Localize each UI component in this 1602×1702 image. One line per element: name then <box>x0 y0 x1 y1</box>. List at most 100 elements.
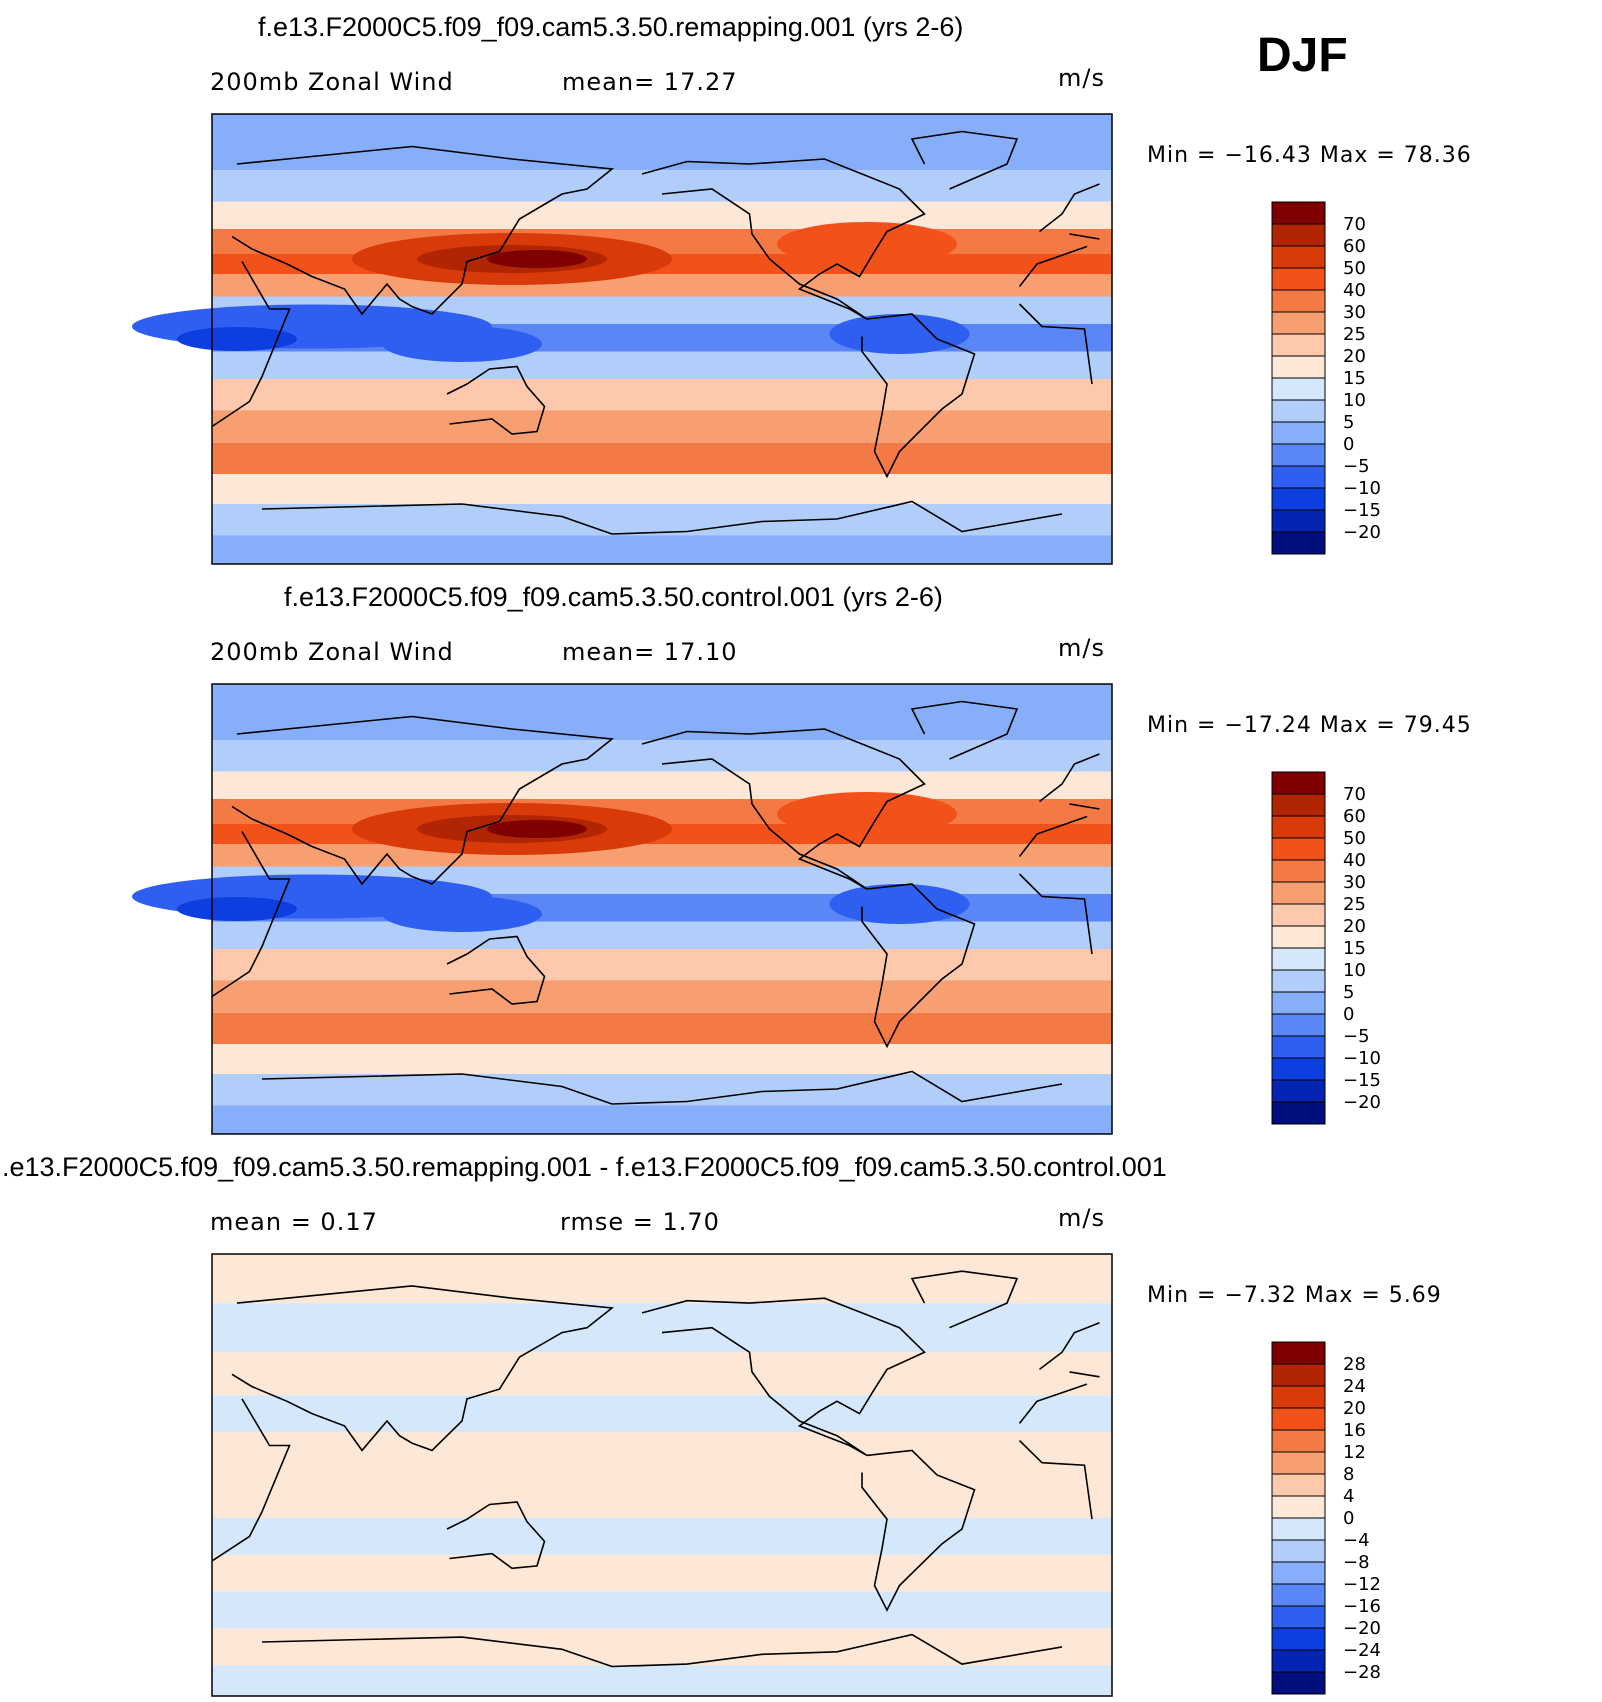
field-band <box>212 379 1112 411</box>
coastline <box>910 700 1019 760</box>
coastline <box>611 1633 1063 1668</box>
colorbar-swatch <box>1271 1429 1326 1453</box>
coastline <box>231 715 615 886</box>
colorbar-tick-label: 10 <box>1343 390 1366 411</box>
colorbar-swatch <box>1271 947 1326 971</box>
colorbar-swatch <box>1271 1013 1326 1037</box>
field-band <box>212 170 1112 202</box>
field-band <box>212 1254 1112 1304</box>
colorbar-swatch <box>1271 355 1326 379</box>
colorbar-swatch <box>1271 1495 1326 1519</box>
colorbar-swatch <box>1271 1385 1326 1409</box>
field-core <box>177 327 297 351</box>
coastline <box>231 145 615 316</box>
panel-3-minmax: Min = −7.32 Max = 5.69 <box>1147 1283 1442 1308</box>
colorbar-tick-label: −24 <box>1343 1640 1381 1661</box>
field-band <box>212 799 1112 824</box>
field-band <box>212 771 1112 799</box>
field-core <box>382 326 542 362</box>
map-frame <box>211 1253 1113 1697</box>
colorbar-tick-label: −15 <box>1343 1070 1381 1091</box>
panel-3-units: m/s <box>1058 1204 1105 1232</box>
colorbar-tick-label: −15 <box>1343 500 1381 521</box>
coastline <box>446 1501 546 1570</box>
colorbar-tick-label: −28 <box>1343 1662 1381 1683</box>
coastline <box>1069 803 1100 810</box>
colorbar-tick-label: −10 <box>1343 1048 1381 1069</box>
panel-2-minmax: Min = −17.24 Max = 79.45 <box>1147 713 1472 738</box>
field-band <box>212 1303 1112 1353</box>
panel-1-minmax: Min = −16.43 Max = 78.36 <box>1147 143 1472 168</box>
field-band <box>212 1554 1112 1592</box>
field-band <box>212 949 1112 981</box>
coastline <box>1039 183 1100 233</box>
panel-3-mean-label: mean = 0.17 <box>210 1208 378 1236</box>
colorbar-swatch <box>1271 487 1326 511</box>
coastline <box>446 935 546 1005</box>
panel-3-rmse-label: rmse = 1.70 <box>560 1208 720 1236</box>
colorbar-swatch <box>1271 771 1326 795</box>
coastline <box>211 831 291 998</box>
field-band <box>212 980 1112 1013</box>
colorbar-swatch <box>1271 1517 1326 1541</box>
field-band <box>212 921 1112 949</box>
coastline <box>1039 1322 1100 1371</box>
field-band <box>212 1517 1112 1555</box>
field-core <box>177 897 297 921</box>
colorbar-swatch <box>1271 1057 1326 1081</box>
colorbar-tick-label: 28 <box>1343 1354 1366 1375</box>
colorbar-swatch <box>1271 1539 1326 1563</box>
colorbar-swatch <box>1271 969 1326 993</box>
colorbar-swatch <box>1271 881 1326 905</box>
panel-1-mean-label: mean= 17.27 <box>562 68 738 96</box>
colorbar-tick-label: 15 <box>1343 368 1366 389</box>
field-band <box>212 1074 1112 1106</box>
colorbar-tick-label: −5 <box>1343 456 1370 477</box>
field-core <box>382 896 542 932</box>
colorbar-swatch <box>1271 1079 1326 1103</box>
colorbar-tick-label: −12 <box>1343 1574 1381 1595</box>
colorbar-swatch <box>1271 1407 1326 1431</box>
field-band <box>212 201 1112 229</box>
colorbar-tick-label: −20 <box>1343 522 1381 543</box>
colorbar-swatch <box>1271 201 1326 225</box>
colorbar-swatch <box>1271 289 1326 313</box>
field-band <box>212 535 1112 564</box>
field-band <box>212 504 1112 536</box>
season-label: DJF <box>1257 29 1348 82</box>
coastline <box>1039 753 1100 803</box>
colorbar-swatch <box>1271 443 1326 467</box>
field-band <box>212 1628 1112 1666</box>
field-core <box>487 820 587 838</box>
colorbar-swatch <box>1271 1035 1326 1059</box>
colorbar-tick-label: 30 <box>1343 302 1366 323</box>
colorbar-tick-label: 5 <box>1343 412 1354 433</box>
map-frame <box>211 683 1113 1135</box>
colorbar-swatch <box>1271 223 1326 247</box>
colorbar-swatch <box>1271 793 1326 817</box>
panel-2-variable-label: 200mb Zonal Wind <box>210 638 454 666</box>
coastline <box>641 158 926 320</box>
colorbar-tick-label: 25 <box>1343 324 1366 345</box>
field-band <box>212 474 1112 504</box>
field-band <box>212 1432 1112 1475</box>
coastline <box>611 1070 1063 1105</box>
colorbar-swatch <box>1271 531 1326 555</box>
colorbar-tick-label: 4 <box>1343 1486 1354 1507</box>
colorbar-swatch <box>1271 509 1326 533</box>
colorbar-swatch <box>1271 1561 1326 1585</box>
colorbar-swatch <box>1271 1101 1326 1125</box>
coastline <box>1018 1383 1088 1424</box>
panel-2-mean-label: mean= 17.10 <box>562 638 738 666</box>
panel-1-units: m/s <box>1058 64 1105 92</box>
colorbar-tick-label: 16 <box>1343 1420 1366 1441</box>
field-core <box>777 792 957 836</box>
field-core <box>829 314 970 354</box>
map-frame <box>211 113 1113 565</box>
field-band <box>212 1475 1112 1518</box>
coastline <box>861 313 976 479</box>
